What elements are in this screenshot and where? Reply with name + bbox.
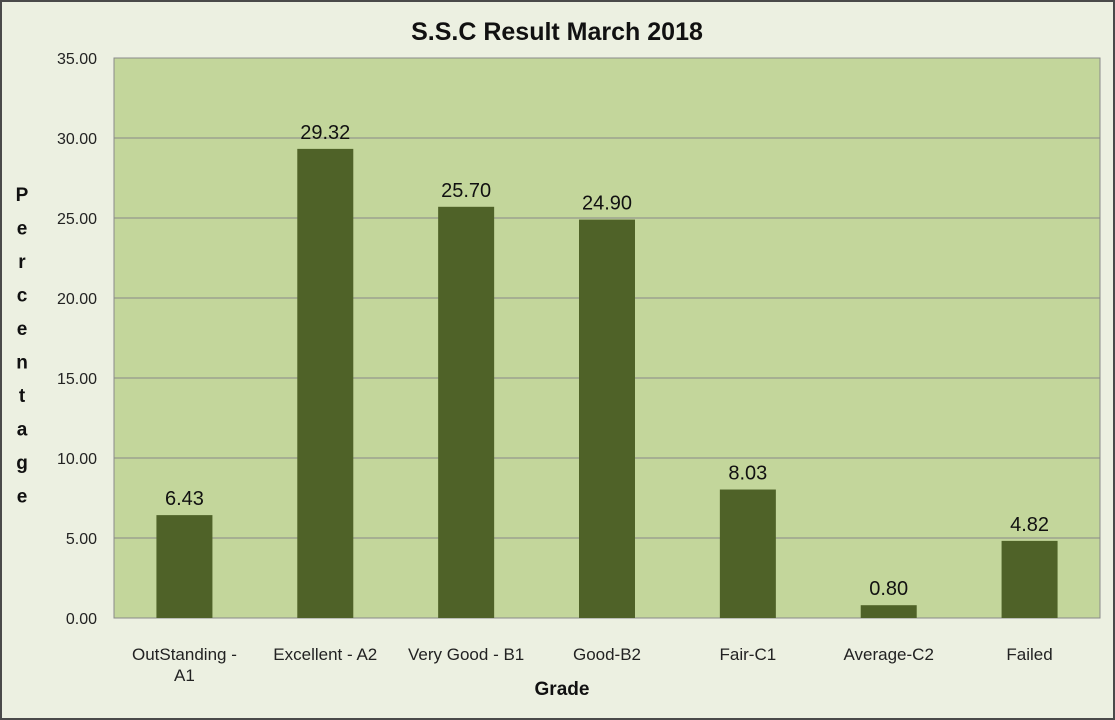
bar <box>297 148 354 618</box>
y-tick-label: 0.00 <box>66 611 97 628</box>
data-label: 25.70 <box>441 180 491 202</box>
data-label: 6.43 <box>165 488 204 510</box>
y-tick-label: 25.00 <box>57 211 97 228</box>
x-tick-label: A1 <box>174 666 195 685</box>
bar <box>1001 540 1058 618</box>
x-tick-label: Failed <box>1006 645 1052 664</box>
bars <box>156 148 1058 619</box>
x-tick-label: Very Good - B1 <box>408 645 524 664</box>
y-tick-label: 35.00 <box>57 51 97 68</box>
x-tick-label: Average-C2 <box>844 645 934 664</box>
data-label: 24.90 <box>582 193 632 215</box>
data-label: 0.80 <box>869 578 908 600</box>
x-axis-ticks: OutStanding - A1 Excellent - A2 Very Good -… <box>132 645 1053 685</box>
y-tick-label: 5.00 <box>66 531 97 548</box>
x-axis-title: Grade <box>535 679 590 700</box>
x-tick-label: OutStanding - <box>132 645 237 664</box>
x-tick-label: Excellent - A2 <box>273 645 377 664</box>
bar <box>719 489 776 618</box>
data-label: 8.03 <box>728 463 767 485</box>
data-labels: 6.43 29.32 25.70 24.90 8.03 0.80 4.82 <box>165 122 1049 600</box>
y-tick-label: 10.00 <box>57 451 97 468</box>
chart-title: S.S.C Result March 2018 <box>411 18 703 46</box>
y-tick-label: 15.00 <box>57 371 97 388</box>
bar <box>860 605 917 618</box>
data-label: 4.82 <box>1010 514 1049 536</box>
bar <box>438 206 495 619</box>
x-tick-label: Fair-C1 <box>720 645 777 664</box>
data-label: 29.32 <box>300 122 350 144</box>
bar <box>579 219 635 618</box>
y-tick-label: 30.00 <box>57 131 97 148</box>
x-tick-label: Good-B2 <box>573 645 641 664</box>
bar <box>156 515 213 618</box>
y-tick-label: 20.00 <box>57 291 97 308</box>
y-axis-ticks: 0.00 5.00 10.00 15.00 20.00 25.00 30.00 35.00 <box>57 51 97 628</box>
